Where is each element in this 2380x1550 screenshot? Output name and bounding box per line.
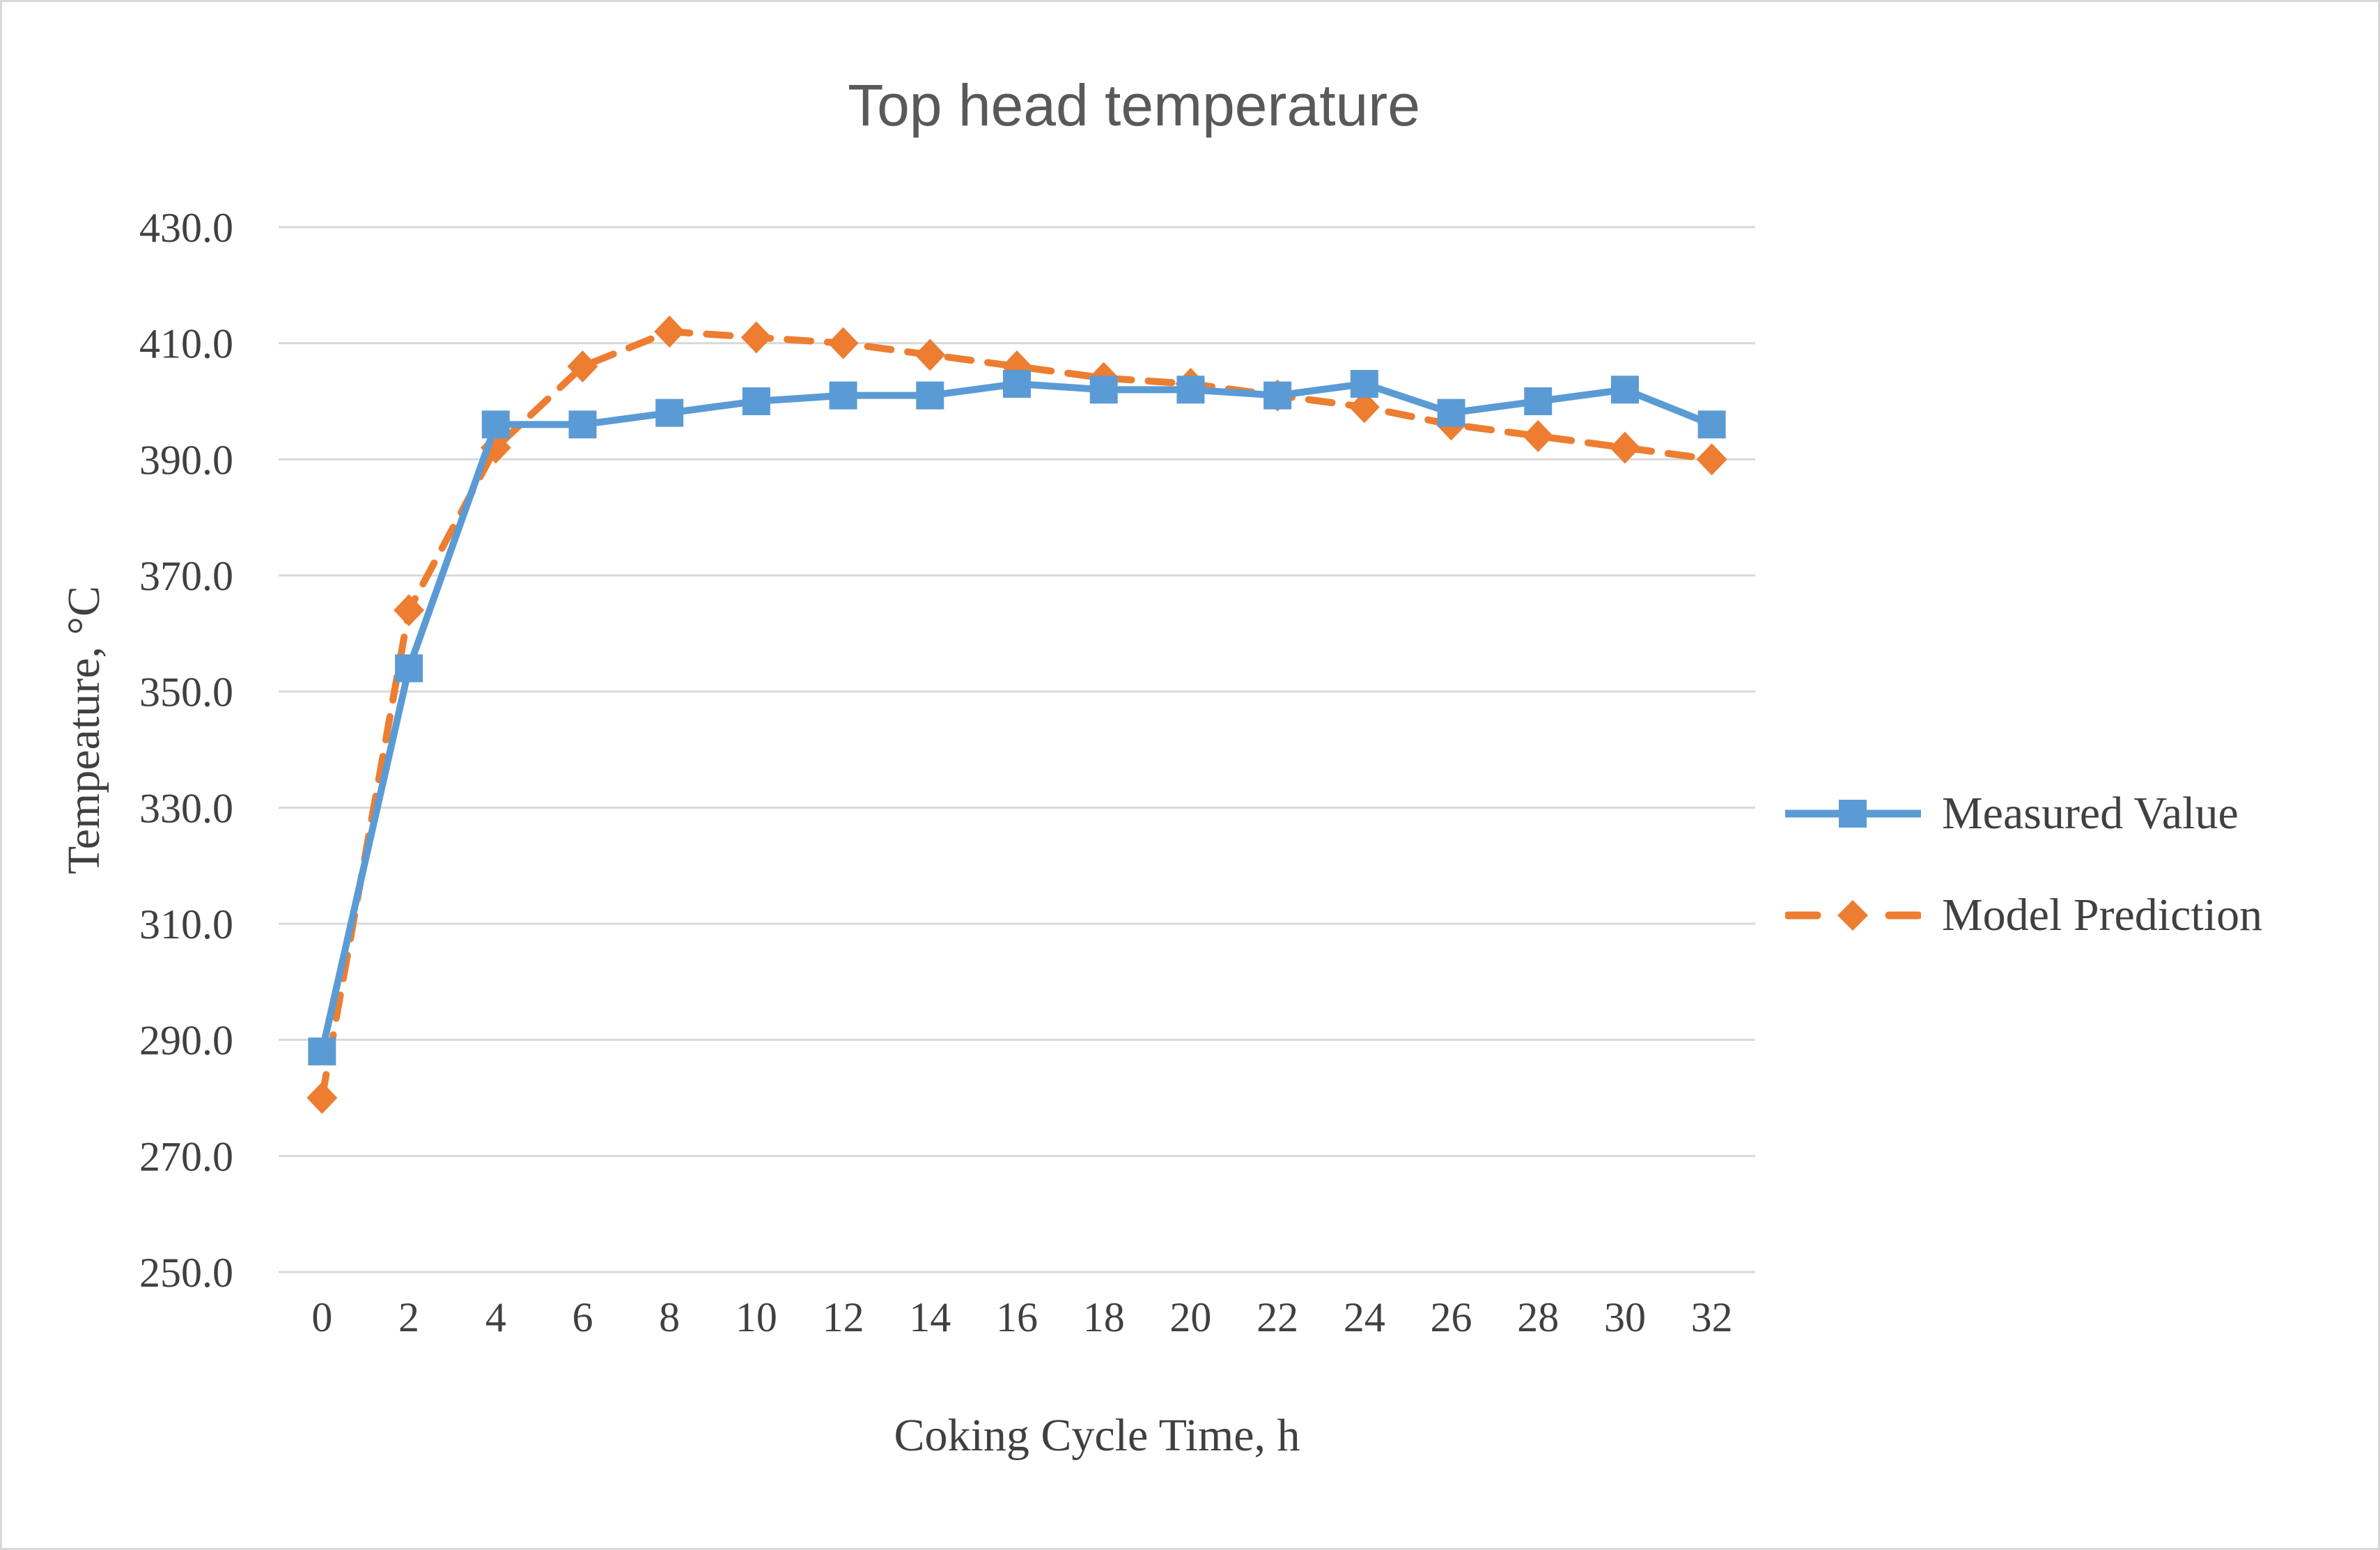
- x-tick-label: 22: [1257, 1294, 1298, 1340]
- marker-square-measured-value: [1003, 370, 1031, 398]
- marker-square-measured-value: [395, 654, 423, 683]
- x-tick-label: 10: [736, 1294, 777, 1340]
- marker-diamond-model-prediction: [306, 1082, 338, 1114]
- x-tick-label: 16: [996, 1294, 1038, 1340]
- x-tick-label: 32: [1691, 1294, 1733, 1340]
- series-line-measured-value: [318, 380, 1713, 1053]
- legend-swatch-graphic: [1785, 800, 1921, 828]
- marker-square-measured-value: [568, 410, 597, 439]
- x-tick-label: 14: [909, 1294, 951, 1340]
- marker-diamond-model-prediction: [1523, 420, 1554, 452]
- x-tick-label: 4: [485, 1294, 506, 1340]
- x-tick-label: 20: [1169, 1294, 1211, 1340]
- x-axis-title: Coking Cycle Time, h: [894, 1410, 1300, 1461]
- marker-diamond-model-prediction: [394, 594, 425, 626]
- marker-square-measured-value: [742, 387, 770, 415]
- marker-diamond-model-prediction: [827, 327, 859, 359]
- marker-square-measured-value: [308, 1037, 336, 1066]
- marker-diamond-model-prediction: [654, 316, 685, 348]
- y-tick-label: 250.0: [139, 1250, 233, 1296]
- marker-diamond-model-prediction: [740, 321, 772, 354]
- legend-square-marker: [1839, 800, 1867, 828]
- x-tick-label: 6: [572, 1294, 593, 1340]
- marker-square-measured-value: [1524, 387, 1553, 415]
- x-tick-label: 18: [1083, 1294, 1125, 1340]
- marker-square-measured-value: [1437, 398, 1465, 427]
- legend-swatch-graphic: [1784, 900, 1922, 931]
- x-tick-label: 28: [1517, 1294, 1559, 1340]
- legend-label-model-prediction: Model Prediction: [1942, 890, 2263, 940]
- x-tick-label: 2: [398, 1294, 419, 1340]
- x-tick-label: 0: [311, 1294, 332, 1340]
- y-tick-label: 390.0: [139, 437, 233, 483]
- y-tick-label: 330.0: [139, 785, 233, 831]
- y-tick-label: 370.0: [139, 553, 233, 599]
- x-tick-label: 30: [1604, 1294, 1646, 1340]
- marker-square-measured-value: [1610, 375, 1639, 404]
- marker-diamond-model-prediction: [1348, 391, 1380, 424]
- marker-square-measured-value: [1697, 410, 1726, 439]
- legend: Measured Value Model Prediction: [1784, 763, 2263, 966]
- marker-square-measured-value: [481, 410, 510, 439]
- y-tick-label: 270.0: [139, 1133, 233, 1179]
- marker-square-measured-value: [1350, 370, 1378, 398]
- series-line-model-prediction: [318, 328, 1716, 1101]
- x-tick-label: 24: [1344, 1294, 1385, 1340]
- marker-square-measured-value: [655, 398, 684, 427]
- marker-diamond-model-prediction: [915, 339, 946, 371]
- legend-diamond-marker: [1837, 900, 1868, 931]
- y-tick-label: 290.0: [139, 1018, 233, 1064]
- marker-diamond-model-prediction: [1609, 431, 1640, 464]
- y-tick-label: 310.0: [139, 901, 233, 947]
- marker-diamond-model-prediction: [1696, 443, 1727, 476]
- y-tick-label: 430.0: [139, 205, 233, 251]
- legend-label-measured-value: Measured Value: [1942, 788, 2239, 839]
- measured-value-line-swatch-icon: [1785, 791, 1921, 836]
- x-tick-label: 8: [659, 1294, 680, 1340]
- chart-title: Top head temperature: [848, 72, 1420, 138]
- marker-square-measured-value: [1089, 375, 1118, 404]
- x-tick-label: 26: [1431, 1294, 1472, 1340]
- x-tick-label: 12: [823, 1294, 864, 1340]
- model-prediction-line-swatch-icon: [1784, 893, 1922, 938]
- marker-square-measured-value: [1263, 381, 1292, 410]
- y-tick-label: 410.0: [139, 321, 233, 367]
- marker-square-measured-value: [1176, 375, 1205, 404]
- marker-diamond-model-prediction: [567, 350, 598, 382]
- legend-item-model-prediction: Model Prediction: [1784, 865, 2263, 966]
- legend-item-measured-value: Measured Value: [1785, 763, 2262, 865]
- marker-square-measured-value: [916, 381, 944, 410]
- marker-square-measured-value: [829, 381, 857, 410]
- y-tick-label: 350.0: [139, 669, 233, 715]
